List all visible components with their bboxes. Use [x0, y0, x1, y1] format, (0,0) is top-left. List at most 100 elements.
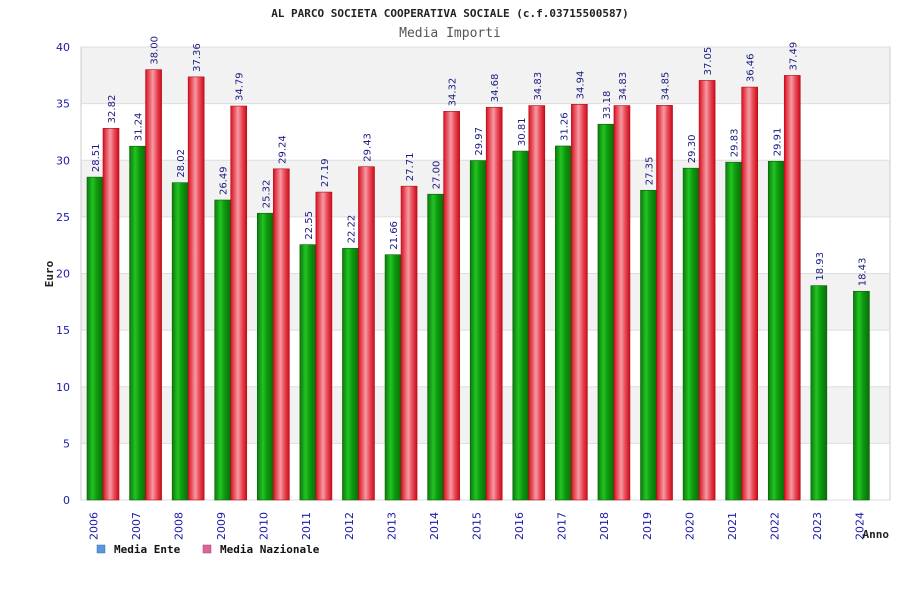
bar-media-ente-2011: [299, 244, 317, 501]
y-tick-label: 15: [56, 324, 70, 337]
data-label: 37.05: [703, 47, 714, 76]
y-tick-label: 35: [56, 98, 70, 111]
bar-media-ente-2023: [810, 285, 828, 501]
bar-media-ente-2021: [725, 161, 742, 501]
x-tick-label: 2012: [343, 512, 356, 540]
bar-media-ente-2007: [129, 145, 146, 501]
bar-media-ente-2009: [214, 199, 232, 501]
bar-media-ente-2008: [171, 182, 189, 501]
x-tick-label: 2006: [87, 512, 100, 540]
bar-media-ente-2024: [853, 290, 870, 501]
data-label: 28.02: [176, 149, 187, 178]
data-label: 36.46: [746, 53, 757, 82]
x-tick-label: 2020: [683, 512, 696, 540]
data-label: 34.83: [533, 72, 544, 101]
data-label: 28.51: [91, 143, 102, 172]
data-label: 18.43: [857, 258, 868, 287]
bar-media-nazionale-2013: [400, 185, 418, 501]
bar-media-ente-2006: [86, 176, 104, 501]
bar-media-ente-2012: [342, 248, 359, 501]
bar-media-ente-2020: [682, 167, 700, 501]
data-label: 30.81: [517, 117, 528, 146]
x-tick-label: 2018: [598, 512, 611, 540]
data-label: 34.32: [448, 78, 459, 107]
data-label: 31.26: [559, 112, 570, 141]
bar-media-ente-2019: [640, 189, 657, 501]
data-label: 34.68: [490, 74, 501, 103]
y-tick-label: 30: [56, 154, 70, 167]
x-tick-label: 2010: [258, 512, 271, 540]
data-label: 33.18: [602, 91, 613, 120]
y-axis: 0 5 10 15 20 25 30 35 40: [56, 41, 70, 507]
y-tick-label: 5: [63, 437, 70, 450]
data-label: 29.24: [277, 135, 288, 164]
bar-media-nazionale-2006: [102, 128, 120, 501]
x-tick-label: 2021: [726, 512, 739, 540]
chart-title: AL PARCO SOCIETA COOPERATIVA SOCIALE (c.…: [271, 7, 629, 20]
data-label: 29.97: [474, 127, 485, 156]
bar-media-ente-2017: [555, 145, 572, 501]
data-label: 34.83: [618, 72, 629, 101]
bar-media-ente-2010: [257, 212, 274, 501]
x-tick-label: 2007: [130, 512, 143, 540]
data-label: 21.66: [389, 221, 400, 250]
bar-media-nazionale-2018: [613, 105, 631, 501]
x-tick-label: 2016: [513, 512, 526, 540]
y-axis-label: Euro: [43, 260, 56, 287]
x-tick-label: 2009: [215, 512, 228, 540]
bar-media-ente-2016: [512, 150, 530, 501]
bar-media-ente-2013: [384, 254, 402, 501]
bar-media-ente-2014: [427, 193, 444, 501]
x-tick-label: 2024: [854, 512, 867, 540]
y-tick-label: 20: [56, 268, 70, 281]
bar-media-nazionale-2010: [273, 168, 290, 501]
x-axis: 2006 2007 2008 2009 2010 2011 2012 2013 2014 2015…: [87, 512, 866, 540]
bar-media-nazionale-2019: [656, 105, 673, 501]
data-label: 29.83: [730, 129, 741, 158]
data-label: 25.32: [261, 180, 272, 209]
bar-media-nazionale-2017: [571, 104, 588, 501]
data-label: 26.49: [219, 166, 230, 195]
bar-media-nazionale-2022: [783, 75, 801, 501]
y-tick-label: 40: [56, 41, 70, 54]
legend-swatch-media-ente: [96, 544, 106, 554]
data-label: 27.19: [320, 158, 331, 187]
bar-media-ente-2022: [767, 160, 785, 501]
bar-media-ente-2015: [469, 160, 487, 501]
bar-media-nazionale-2012: [358, 166, 375, 501]
bar-media-nazionale-2021: [741, 86, 758, 501]
x-axis-label: Anno: [863, 528, 890, 541]
data-label: 31.24: [134, 113, 145, 142]
x-tick-label: 2022: [769, 512, 782, 540]
data-label: 37.36: [192, 43, 203, 72]
x-tick-label: 2008: [172, 512, 185, 540]
y-tick-label: 25: [56, 211, 70, 224]
bar-media-nazionale-2007: [145, 69, 162, 501]
legend-label-media-nazionale: Media Nazionale: [220, 543, 320, 556]
data-label: 34.85: [661, 72, 672, 101]
y-tick-label: 10: [56, 381, 70, 394]
legend-label-media-ente: Media Ente: [114, 543, 181, 556]
x-tick-label: 2019: [641, 512, 654, 540]
y-tick-label: 0: [63, 494, 70, 507]
x-tick-label: 2017: [556, 512, 569, 540]
data-label: 22.22: [346, 215, 357, 244]
data-label: 29.91: [772, 128, 783, 157]
bar-media-nazionale-2015: [485, 106, 503, 501]
bar-media-nazionale-2016: [528, 105, 546, 501]
chart-subtitle: Media Importi: [399, 26, 501, 41]
bars: 28.51 32.82 31.24 38.00 28.02 37.36 26.49 34.79…: [86, 36, 870, 501]
data-label: 27.71: [405, 153, 416, 182]
bar-media-nazionale-2011: [315, 191, 333, 501]
bar-media-nazionale-2014: [443, 111, 460, 501]
legend-swatch-media-nazionale: [202, 544, 212, 554]
bar-media-nazionale-2020: [698, 80, 716, 501]
data-label: 29.43: [362, 133, 373, 162]
data-label: 27.35: [645, 157, 656, 186]
bar-media-nazionale-2009: [230, 105, 248, 501]
x-tick-label: 2011: [300, 512, 313, 540]
data-label: 29.30: [687, 135, 698, 164]
data-label: 22.55: [304, 211, 315, 240]
x-tick-label: 2013: [385, 512, 398, 540]
